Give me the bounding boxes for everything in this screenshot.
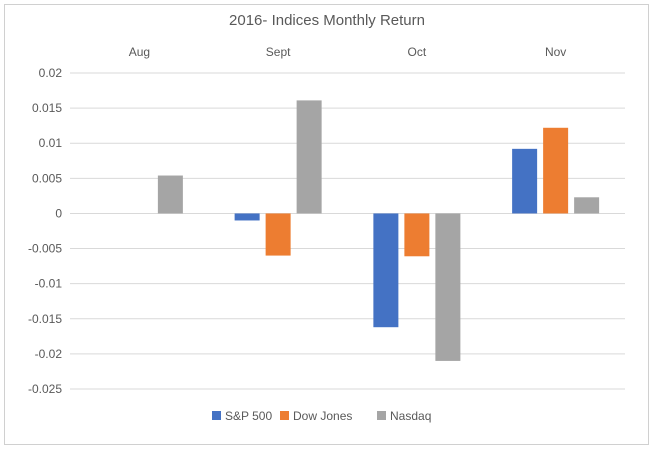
legend-label: S&P 500	[225, 409, 272, 423]
bars	[157, 100, 600, 361]
legend-swatch	[377, 411, 386, 420]
category-label: Oct	[408, 45, 427, 59]
y-tick-label: 0.005	[32, 171, 62, 185]
bar	[296, 100, 322, 214]
bar	[404, 213, 430, 257]
bar	[435, 213, 461, 361]
y-tick-label: 0.01	[39, 136, 63, 150]
bar	[574, 197, 600, 214]
legend-swatch	[212, 411, 221, 420]
legend: S&P 500 Dow Jones Nasdaq	[212, 409, 431, 423]
y-tick-label: -0.02	[35, 347, 63, 361]
y-tick-label: -0.015	[28, 312, 62, 326]
y-tick-label: -0.005	[28, 242, 62, 256]
category-label: Sept	[266, 45, 291, 59]
bar	[265, 213, 291, 256]
y-tick-label: 0.015	[32, 101, 62, 115]
bar	[157, 175, 183, 214]
chart-frame	[4, 4, 649, 445]
y-tick-label: 0.02	[39, 66, 63, 80]
chart-title: 2016- Indices Monthly Return	[229, 12, 425, 29]
category-label: Nov	[545, 45, 566, 59]
legend-swatch	[280, 411, 289, 420]
legend-label: Dow Jones	[293, 409, 352, 423]
gridlines	[70, 72, 625, 390]
category-labels: Aug Sept Oct Nov	[129, 45, 567, 59]
bar	[512, 148, 538, 214]
category-label: Aug	[129, 45, 150, 59]
legend-label: Nasdaq	[390, 409, 431, 423]
y-tick-labels: 0.02 0.015 0.01 0.005 0 -0.005 -0.01 -0.015 -0.0…	[28, 66, 62, 396]
bar	[543, 127, 569, 214]
y-tick-label: -0.025	[28, 382, 62, 396]
bar	[373, 213, 399, 328]
y-tick-label: 0	[55, 206, 62, 220]
y-tick-label: -0.01	[35, 277, 63, 291]
bar	[234, 213, 260, 221]
